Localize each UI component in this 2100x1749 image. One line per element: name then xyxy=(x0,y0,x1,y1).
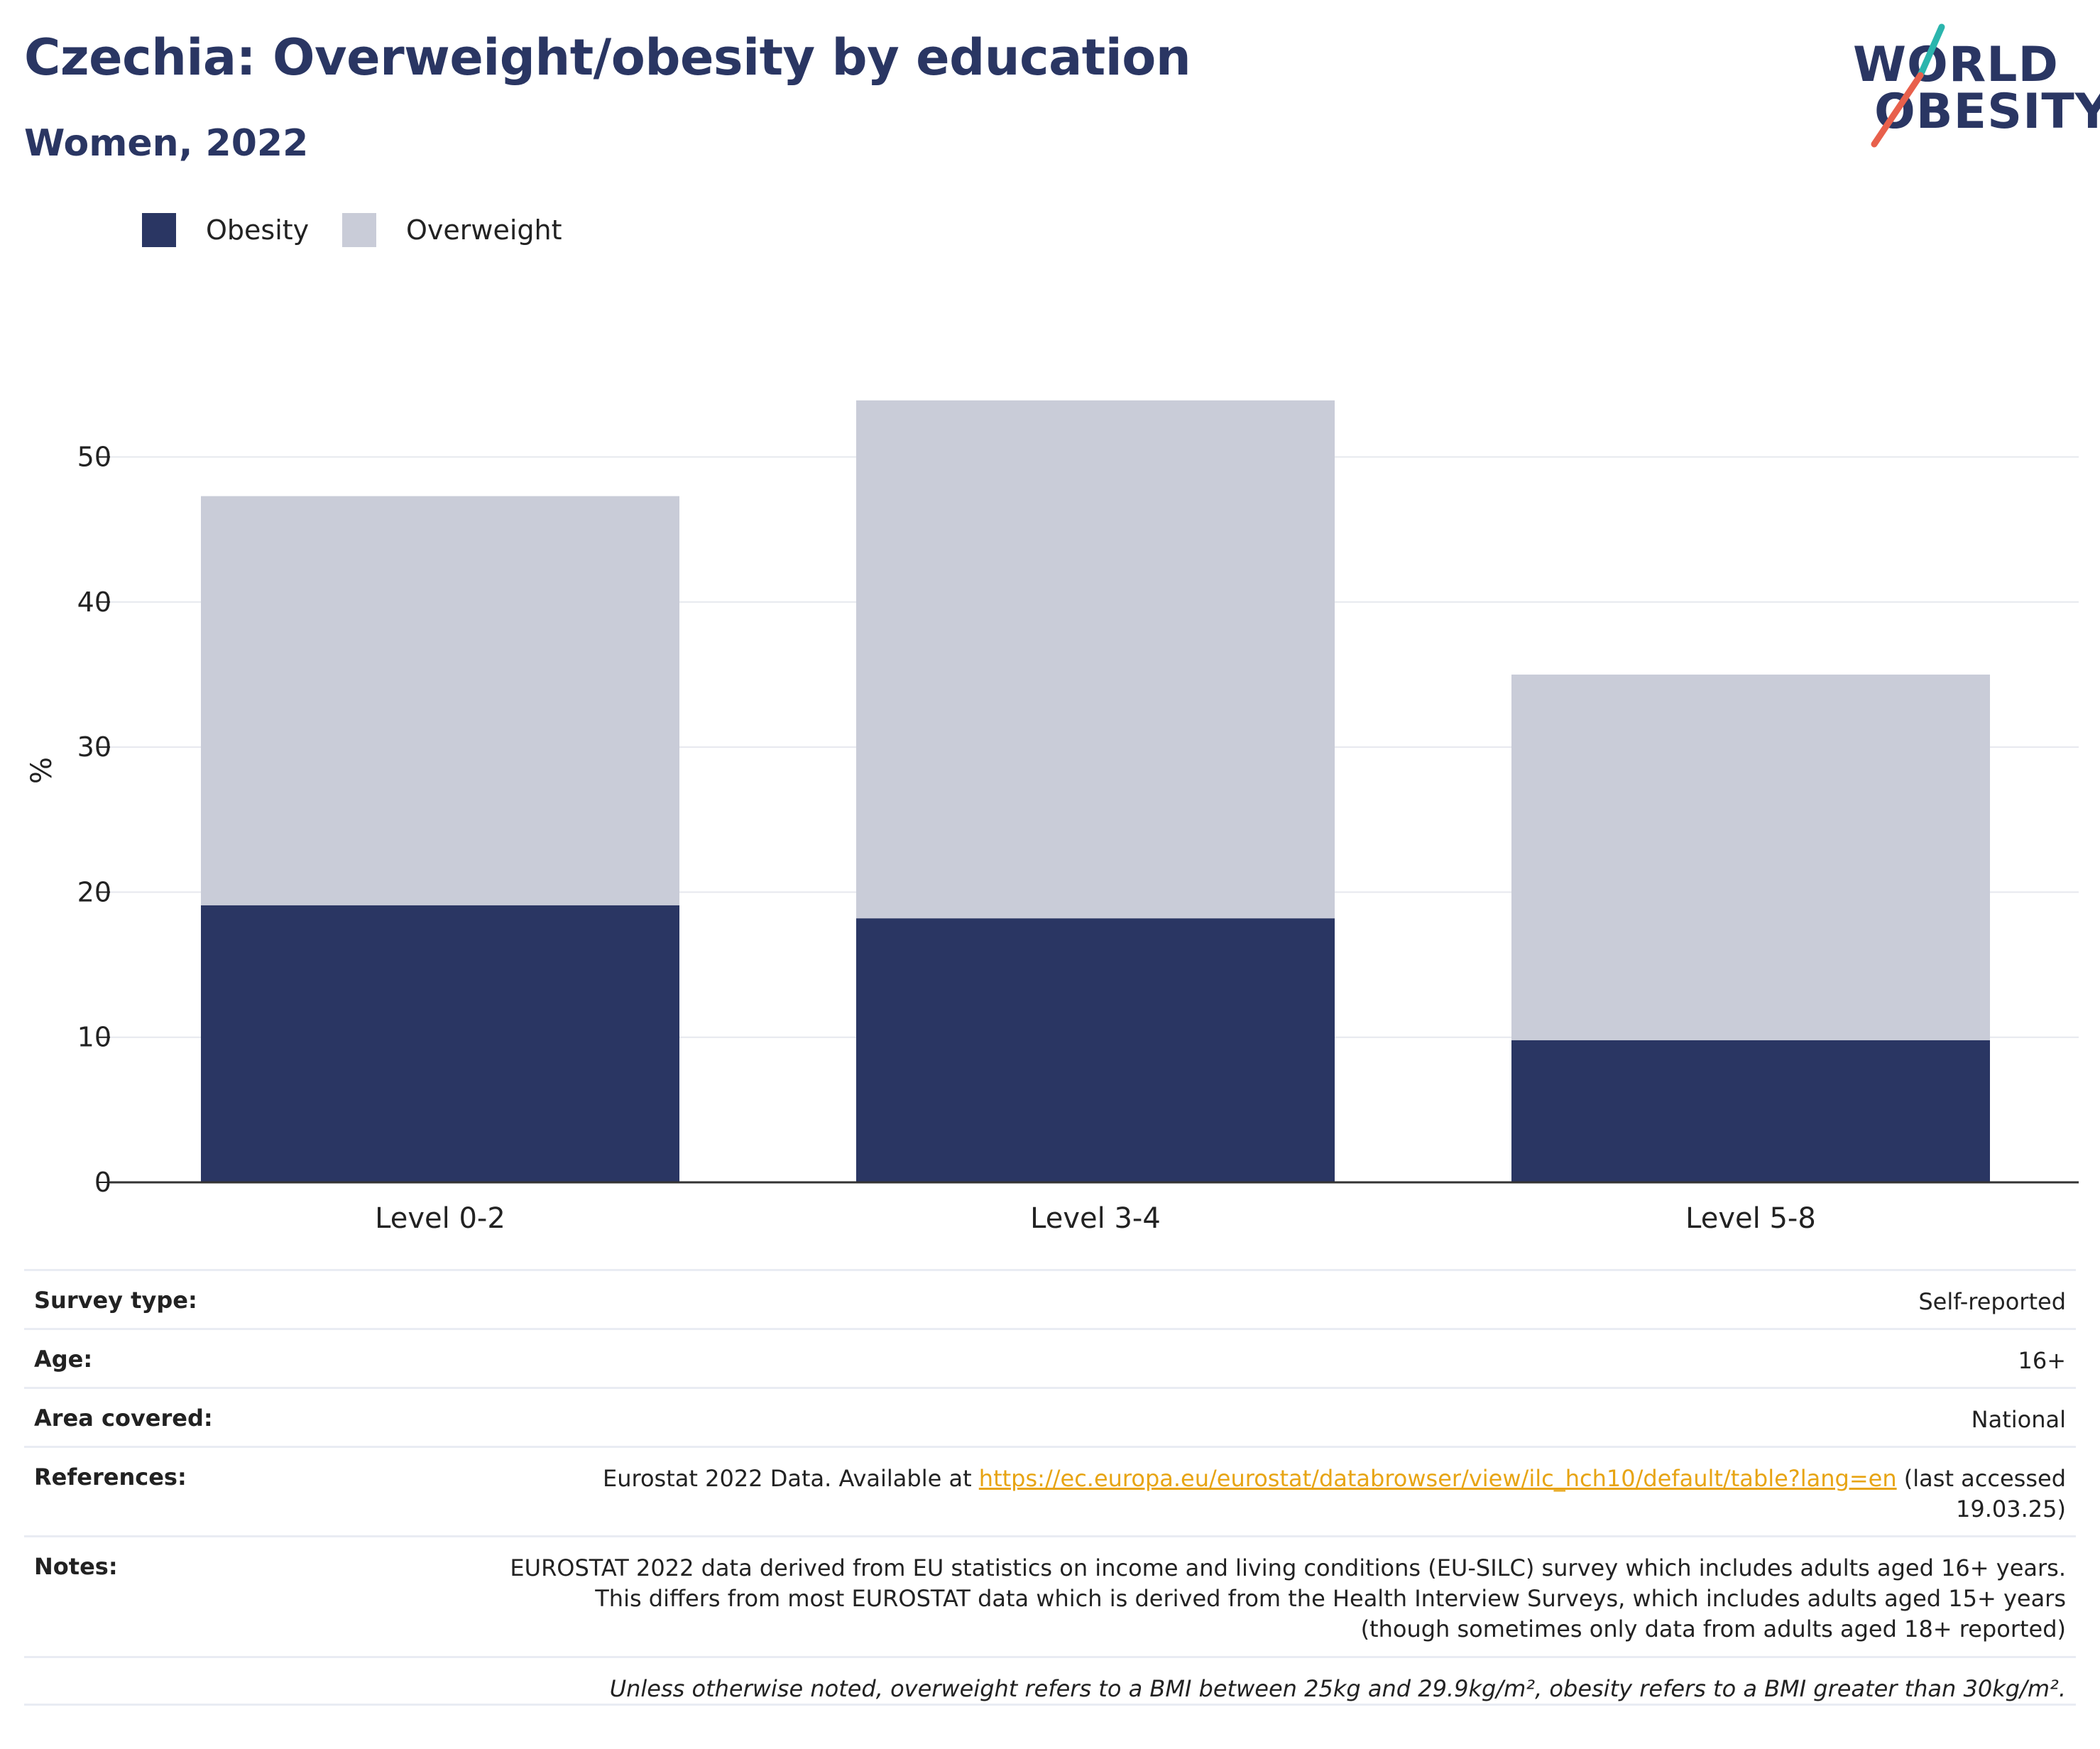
x-tick-label: Level 3-4 xyxy=(1030,1202,1161,1235)
page-title: Czechia: Overweight/obesity by education xyxy=(24,28,1191,87)
reference-link[interactable]: https://ec.europa.eu/eurostat/databrowse… xyxy=(978,1465,1897,1492)
bar-overweight-2 xyxy=(856,400,1335,919)
bar-obesity-3 xyxy=(1511,1040,1990,1182)
info-value: Self-reported xyxy=(1918,1288,2066,1315)
info-row-notes: Notes: EUROSTAT 2022 data derived from E… xyxy=(24,1535,2076,1656)
page-subtitle: Women, 2022 xyxy=(24,122,309,165)
world-obesity-logo: WORLD OBESITY xyxy=(1853,20,2100,155)
reference-suffix: (last accessed 19.03.25) xyxy=(1903,1465,2066,1522)
bar-overweight-3 xyxy=(1511,674,1990,1040)
info-key: Notes: xyxy=(34,1553,118,1580)
legend-label-overweight: Overweight xyxy=(406,214,562,246)
info-value: 16+ xyxy=(2018,1347,2066,1374)
info-key: Survey type: xyxy=(34,1287,197,1314)
info-key: Area covered: xyxy=(34,1405,213,1432)
legend-label-obesity: Obesity xyxy=(206,214,310,246)
logo-line-1: WORLD xyxy=(1853,37,2059,93)
info-value: Eurostat 2022 Data. Available at https:/… xyxy=(504,1464,2066,1525)
bar-overweight-1 xyxy=(201,496,679,905)
legend-swatch-overweight xyxy=(342,213,376,247)
x-tick-label: Level 0-2 xyxy=(375,1202,505,1235)
info-row-area: Area covered: National xyxy=(24,1387,2076,1446)
info-value: EUROSTAT 2022 data derived from EU stati… xyxy=(510,1554,2066,1642)
info-key: Age: xyxy=(34,1346,93,1373)
bar-obesity-1 xyxy=(201,905,679,1182)
logo-line-2: OBESITY xyxy=(1874,84,2100,140)
info-row-references: References: Eurostat 2022 Data. Availabl… xyxy=(24,1446,2076,1535)
x-tick-label: Level 5-8 xyxy=(1685,1202,1816,1235)
info-key: References: xyxy=(34,1464,187,1491)
bar-obesity-2 xyxy=(856,918,1335,1182)
logo-slash-icon xyxy=(1871,23,1945,148)
footnote-text: Unless otherwise noted, overweight refer… xyxy=(609,1675,2066,1702)
info-row-age: Age: 16+ xyxy=(24,1328,2076,1387)
legend-swatch-obesity xyxy=(142,213,176,247)
info-table: Survey type: Self-reported Age: 16+ Area… xyxy=(24,1269,2076,1715)
info-row-survey-type: Survey type: Self-reported xyxy=(24,1269,2076,1328)
y-axis-title: % xyxy=(26,757,58,784)
info-row-footnote: Unless otherwise noted, overweight refer… xyxy=(24,1656,2076,1715)
reference-prefix: Eurostat 2022 Data. Available at xyxy=(603,1465,972,1492)
bottom-divider xyxy=(24,1704,2076,1706)
info-value: National xyxy=(1971,1406,2066,1433)
